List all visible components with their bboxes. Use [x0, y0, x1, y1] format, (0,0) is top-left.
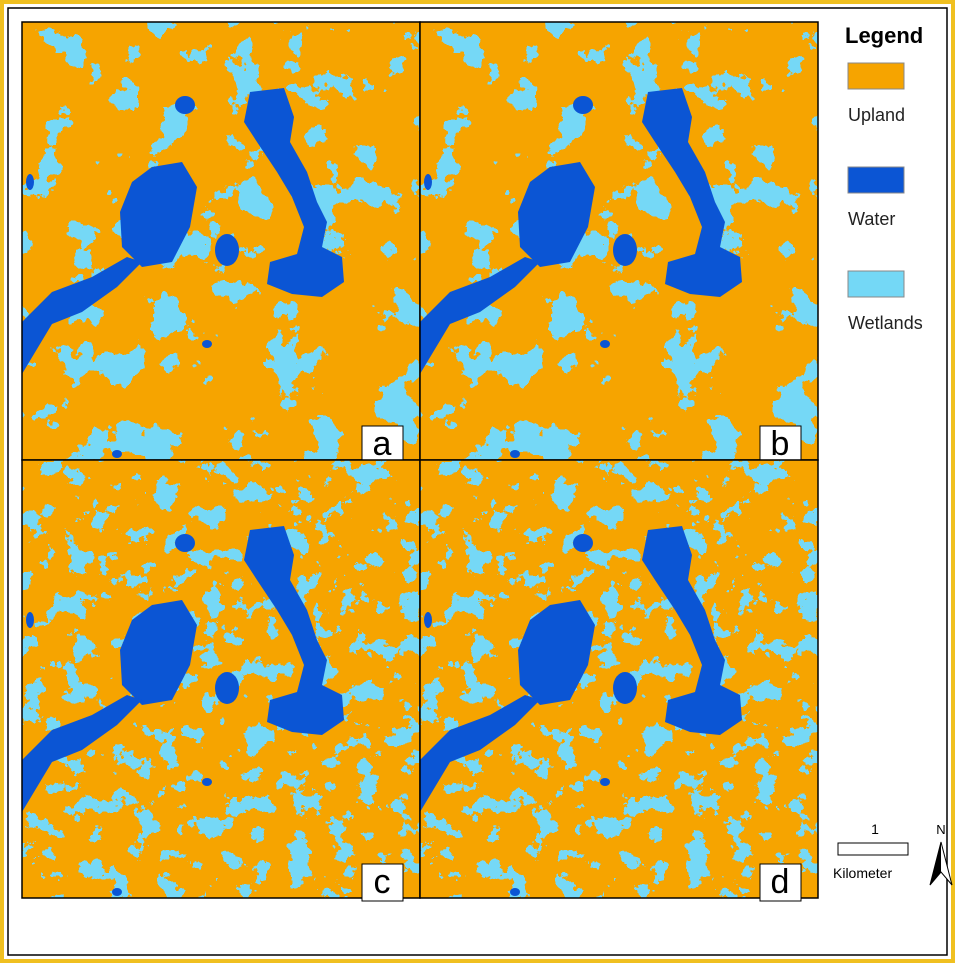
- panel-label: d: [771, 863, 790, 901]
- scale-bar: [837, 842, 909, 856]
- map-panel: d: [419, 459, 819, 902]
- map-panel: b: [419, 21, 819, 464]
- north-arrow-half: [930, 842, 941, 885]
- map-panel: c: [21, 459, 421, 902]
- panel-label: c: [374, 863, 391, 901]
- panel-label-box: [361, 863, 404, 902]
- north-label: N: [936, 822, 945, 837]
- panel-label-box: [759, 863, 802, 902]
- map-panel: a: [21, 21, 421, 464]
- inner-frame: [7, 7, 948, 956]
- panel-label: b: [771, 425, 790, 463]
- legend-label: Water: [848, 209, 895, 229]
- scale-unit: Kilometer: [833, 865, 892, 881]
- panel-border: [419, 459, 819, 899]
- scale-value: 1: [871, 821, 879, 837]
- legend-swatch: [847, 166, 905, 194]
- panel-label-box: [361, 425, 404, 464]
- legend-title: Legend: [845, 23, 923, 48]
- map-panels: a b c d: [21, 21, 819, 902]
- legend-swatch: [847, 270, 905, 298]
- legend-label: Wetlands: [848, 313, 923, 333]
- legend: Upland Water Wetlands: [847, 62, 923, 333]
- legend-label: Upland: [848, 105, 905, 125]
- panel-label: a: [373, 425, 392, 463]
- legend-swatch: [847, 62, 905, 90]
